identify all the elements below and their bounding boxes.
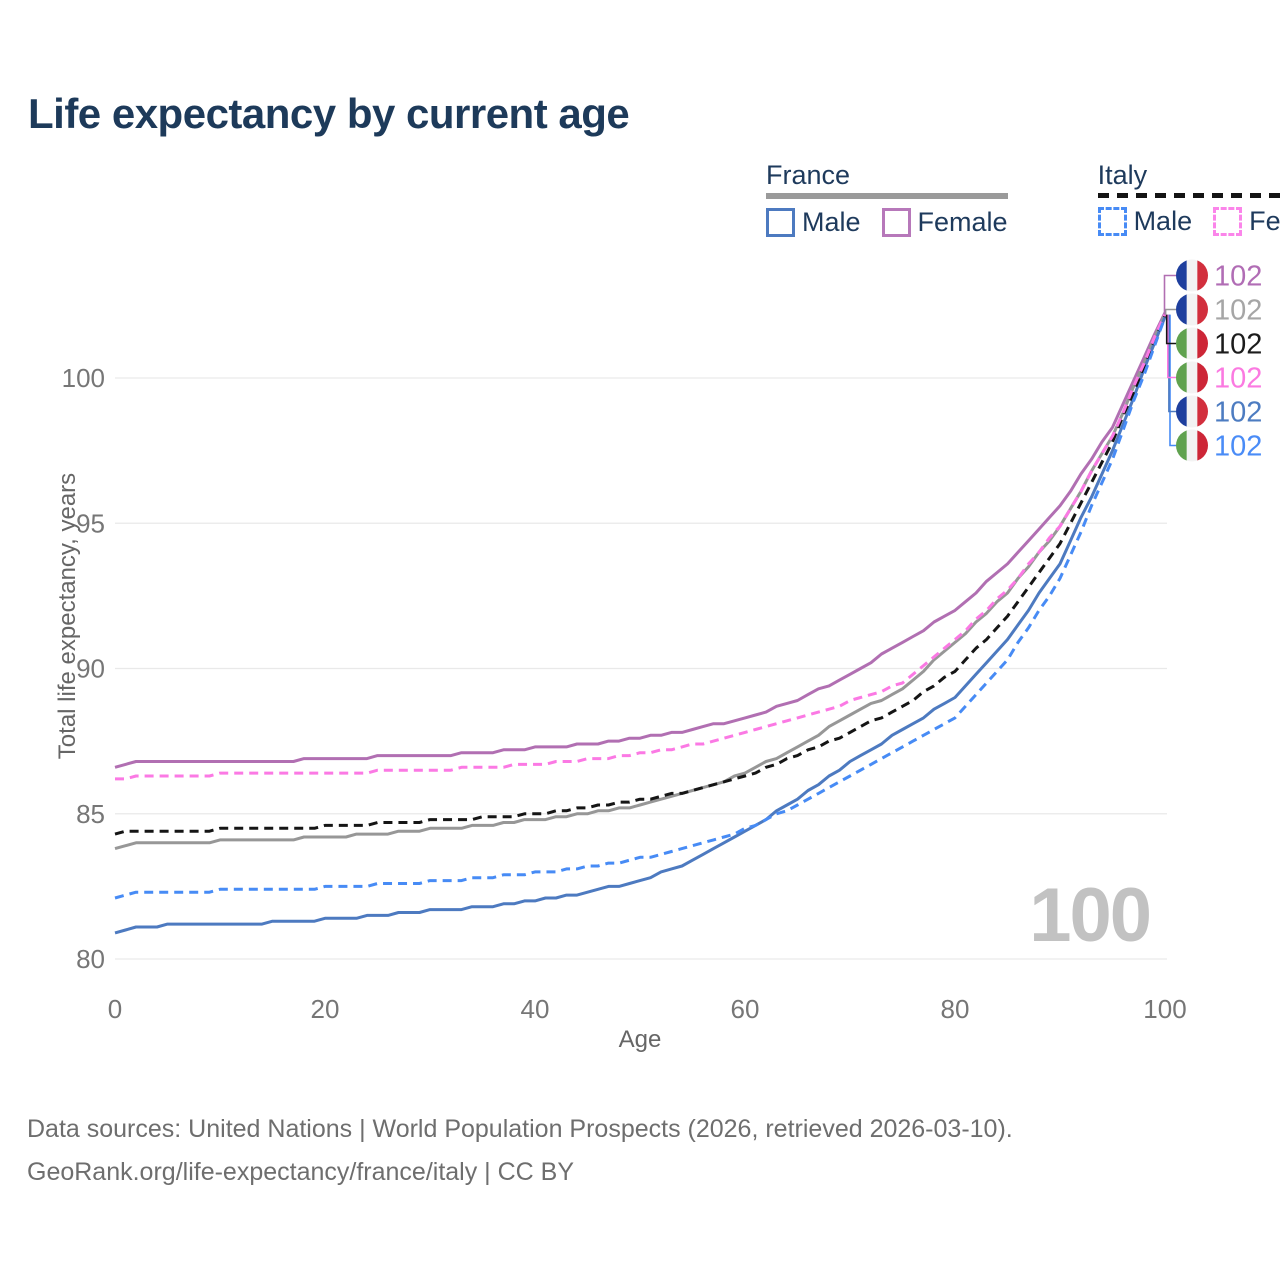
legend-item-italy-female[interactable]: Female <box>1213 206 1280 237</box>
footer: Data sources: United Nations | World Pop… <box>27 1108 1013 1194</box>
legend-item-france-male[interactable]: Male <box>766 207 861 238</box>
legend-france-line-swatch <box>766 193 1008 199</box>
legend-item-italy-male[interactable]: Male <box>1097 206 1193 237</box>
legend-item-label: Female <box>1249 206 1280 236</box>
x-tick-label-100: 100 <box>1143 994 1186 1024</box>
series-line-italy-male <box>114 316 1167 900</box>
x-tick-label-80: 80 <box>941 994 970 1024</box>
end-label-leader-italy-male <box>1169 314 1176 447</box>
y-tick-label-90: 90 <box>76 654 105 684</box>
end-value-label-france-male: 102 <box>1214 397 1262 429</box>
series-line-italy <box>114 314 1167 836</box>
x-tick-label-20: 20 <box>311 994 340 1024</box>
x-tick-label-40: 40 <box>521 994 550 1024</box>
end-value-label-france: 102 <box>1214 295 1262 327</box>
end-label-leader-france <box>1164 308 1176 315</box>
y-tick-label-80: 80 <box>76 944 105 974</box>
legend-item-france-female[interactable]: Female <box>881 207 1008 238</box>
chart-title: Life expectancy by current age <box>28 90 630 137</box>
italy-flag-icon <box>1176 327 1208 360</box>
end-value-label-italy-male: 102 <box>1214 431 1262 463</box>
series-line-france <box>114 313 1167 851</box>
france-flag-icon <box>1176 259 1208 292</box>
end-value-label-italy-female: 102 <box>1214 363 1262 395</box>
y-tick-label-95: 95 <box>76 508 105 538</box>
france-flag-icon <box>1176 395 1208 428</box>
legend-item-label: Male <box>1133 206 1193 236</box>
legend-group-italy-label: Italy <box>1097 160 1148 190</box>
italy-flag-icon <box>1176 361 1208 394</box>
series-line-france-male <box>114 316 1167 935</box>
legend-group-france: France Male Female <box>766 160 1008 238</box>
legend-group-france-label: France <box>766 160 851 190</box>
end-label-leader-france-male <box>1168 314 1176 413</box>
france-female-swatch-icon <box>881 208 911 237</box>
x-tick-label-60: 60 <box>731 994 760 1024</box>
series-line-france-female <box>114 311 1167 769</box>
age-counter-watermark: 100 <box>1029 873 1152 958</box>
italy-female-swatch-icon <box>1213 207 1243 236</box>
france-flag-icon <box>1176 293 1208 326</box>
legend-group-italy: Italy Male Female <box>1097 160 1280 238</box>
end-label-leader-italy <box>1165 314 1176 345</box>
end-value-label-italy: 102 <box>1214 329 1262 361</box>
series-line-italy-female <box>115 313 1167 781</box>
end-value-label-france-female: 102 <box>1214 261 1262 293</box>
france-male-swatch-icon <box>766 208 795 237</box>
italy-male-swatch-icon <box>1097 207 1127 236</box>
legend-item-label: Male <box>802 207 861 237</box>
legend-item-label: Female <box>917 207 1008 237</box>
y-tick-label-100: 100 <box>62 363 105 393</box>
end-label-leader-italy-female <box>1167 314 1176 379</box>
x-tick-label-0: 0 <box>108 994 122 1024</box>
end-label-leader-france-female <box>1163 274 1176 315</box>
y-axis-title: Total life expectancy, years <box>54 472 81 760</box>
x-axis-title: Age <box>618 1026 662 1053</box>
italy-flag-icon <box>1176 429 1208 462</box>
y-tick-label-85: 85 <box>76 799 105 829</box>
legend: France Male Female Italy Male Female <box>766 160 1280 238</box>
attribution-link-text[interactable]: GeoRank.org/life-expectancy/france/italy… <box>27 1158 575 1186</box>
legend-italy-line-swatch <box>1097 193 1280 198</box>
data-sources-text: Data sources: United Nations | World Pop… <box>27 1115 1013 1143</box>
